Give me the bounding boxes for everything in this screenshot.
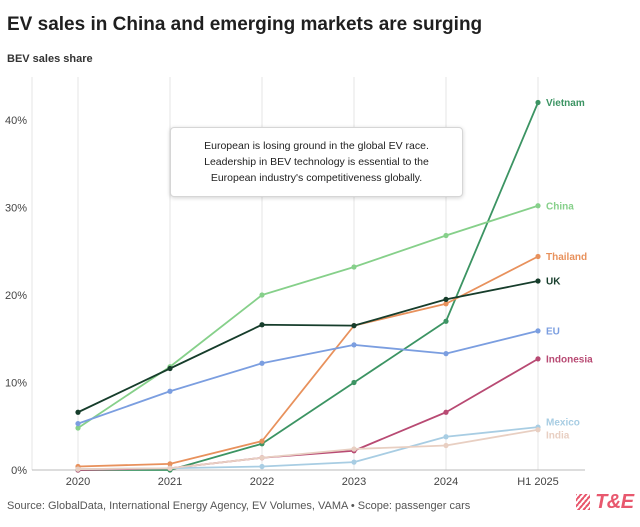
data-point-china <box>443 232 449 239</box>
annotation-box: European is losing ground in the global … <box>170 127 463 197</box>
series-line-uk <box>77 280 539 414</box>
series-layer <box>75 99 541 473</box>
data-point-thailand <box>167 461 173 467</box>
data-point-uk <box>75 409 81 415</box>
series-line-vietnam <box>78 102 539 471</box>
series-line-china <box>77 204 539 429</box>
data-point-indonesia <box>443 409 449 415</box>
y-axis-label: BEV sales share <box>7 53 93 65</box>
series-label-mexico: Mexico <box>546 418 580 429</box>
data-point-eu <box>75 421 81 427</box>
series-label-vietnam: Vietnam <box>546 98 585 109</box>
axis-layer: 0% 10% 20% 30% 40% 2020 2021 2022 2023 2024 H1 202… <box>5 115 585 488</box>
data-point-indonesia <box>535 356 541 362</box>
source-note: Source: GlobalData, International Energy… <box>7 500 471 512</box>
series-line-india <box>77 428 539 471</box>
brand-logo: T&E <box>576 491 634 514</box>
data-point-eu <box>167 388 173 394</box>
data-point-uk <box>535 278 541 284</box>
data-point-china <box>75 425 81 431</box>
data-point-vietnam <box>535 99 541 106</box>
data-point-india <box>259 455 265 461</box>
data-point-india <box>535 427 541 433</box>
data-point-china <box>259 292 265 298</box>
data-point-eu <box>535 328 541 334</box>
data-point-mexico <box>443 434 449 440</box>
annotation-text: European is losing ground in the global … <box>204 140 429 184</box>
data-point-thailand <box>443 301 449 307</box>
y-tick-label: 0% <box>11 465 27 477</box>
logo-stripes-icon <box>576 494 590 510</box>
data-point-mexico <box>259 463 265 470</box>
x-tick-label: 2023 <box>342 476 366 488</box>
y-tick-label: 30% <box>5 203 27 215</box>
data-point-uk <box>351 323 357 329</box>
data-point-uk <box>443 296 449 302</box>
data-point-india <box>75 466 81 472</box>
data-point-china <box>351 264 357 270</box>
x-tick-label: 2022 <box>250 476 274 488</box>
chart-title: EV sales in China and emerging markets a… <box>7 14 483 35</box>
logo-text: T&E <box>595 491 634 513</box>
series-label-thailand: Thailand <box>546 252 587 263</box>
data-point-mexico <box>351 459 357 465</box>
y-tick-label: 40% <box>5 115 27 127</box>
series-line-mexico <box>77 426 539 471</box>
x-tick-label: 2020 <box>66 476 90 488</box>
data-point-thailand <box>535 253 541 260</box>
data-point-uk <box>259 322 265 328</box>
data-point-uk <box>167 365 173 372</box>
y-tick-label: 10% <box>5 378 27 390</box>
data-point-eu <box>351 342 357 348</box>
data-point-eu <box>259 360 265 366</box>
series-line-eu <box>77 330 539 425</box>
series-label-indonesia: Indonesia <box>546 354 593 365</box>
data-point-vietnam <box>351 379 357 386</box>
x-tick-label: H1 2025 <box>517 476 559 488</box>
data-point-vietnam <box>443 318 449 324</box>
data-point-china <box>535 203 541 209</box>
data-point-india <box>351 446 357 452</box>
series-label-uk: UK <box>546 277 561 288</box>
data-point-india <box>443 442 449 449</box>
series-label-china: China <box>546 201 574 212</box>
data-point-india <box>167 465 173 471</box>
y-tick-label: 20% <box>5 290 27 302</box>
x-tick-label: 2021 <box>158 476 182 488</box>
series-label-eu: EU <box>546 326 560 337</box>
data-point-thailand <box>259 438 265 444</box>
series-label-india: India <box>546 430 570 441</box>
data-point-eu <box>443 351 449 357</box>
x-tick-label: 2024 <box>434 476 458 488</box>
label-layer: Vietnam China Thailand UK EU Indonesia MexicoI… <box>546 98 593 441</box>
